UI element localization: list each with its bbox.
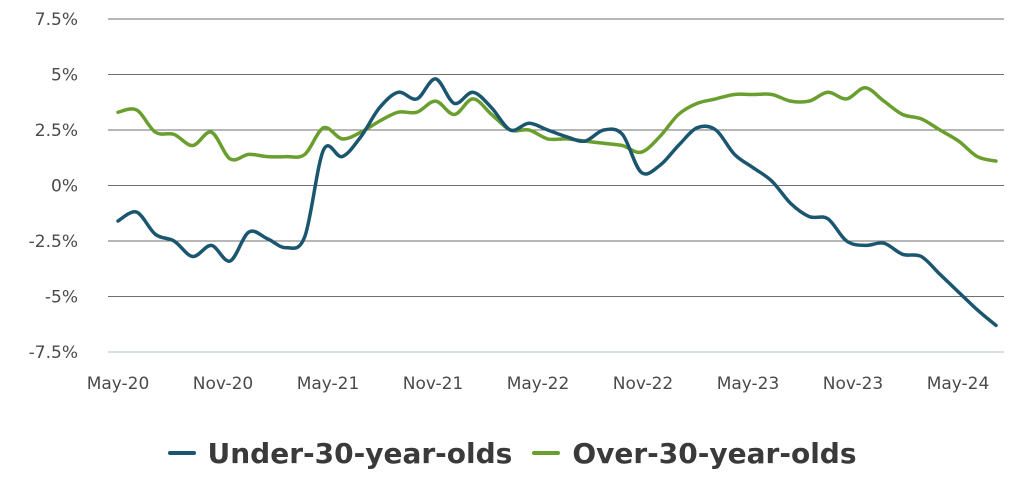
y-tick-label: 5% <box>51 66 78 86</box>
legend-swatch-over-30 <box>532 451 561 455</box>
x-tick-label: May-21 <box>297 374 360 394</box>
y-tick-label: 7.5% <box>35 10 78 30</box>
x-tick-label: Nov-21 <box>403 374 464 394</box>
x-tick-label: May-20 <box>87 374 150 394</box>
legend: Under-30-year-olds Over-30-year-olds <box>0 428 1024 478</box>
y-tick-label: 0% <box>51 177 78 197</box>
x-tick-label: Nov-20 <box>193 374 254 394</box>
legend-swatch-under-30 <box>167 451 196 455</box>
y-tick-label: -5% <box>45 288 78 308</box>
series-line-over-30 <box>116 86 998 163</box>
line-chart: 7.5% 5% 2.5% 0% -2.5% -5% -7.5% May-20 Nov-20 May… <box>29 10 1004 394</box>
y-tick-label: -7.5% <box>29 343 78 363</box>
y-tick-label: -2.5% <box>29 232 78 252</box>
x-tick-label: Nov-23 <box>823 374 884 394</box>
x-tick-label: May-23 <box>717 374 780 394</box>
x-tick-label: Nov-22 <box>613 374 674 394</box>
y-tick-label: 2.5% <box>35 121 78 141</box>
series-line-under-30 <box>116 77 998 328</box>
legend-item-under-30: Under-30-year-olds <box>167 436 513 470</box>
legend-label-under-30: Under-30-year-olds <box>207 436 513 470</box>
x-tick-label: May-24 <box>927 374 990 394</box>
legend-item-over-30: Over-30-year-olds <box>532 436 857 470</box>
x-tick-label: May-22 <box>507 374 570 394</box>
legend-label-over-30: Over-30-year-olds <box>572 436 857 470</box>
